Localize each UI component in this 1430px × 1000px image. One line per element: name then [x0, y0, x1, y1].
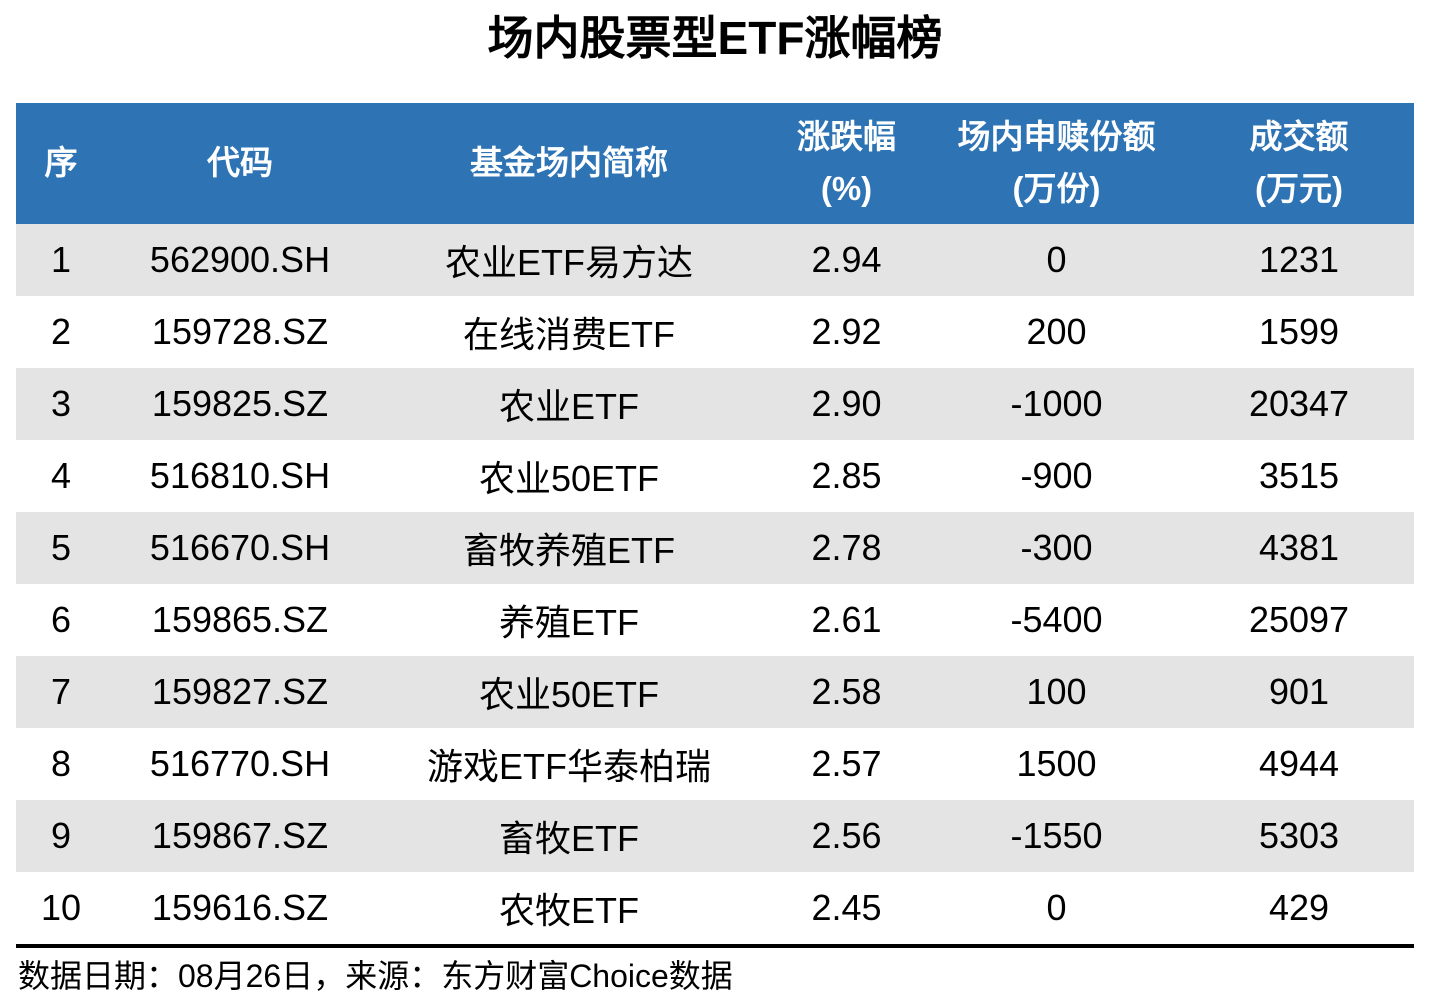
table-row: 3 159825.SZ 农业ETF 2.90 -1000 20347 — [16, 367, 1414, 440]
cell-turnover: 3515 — [1184, 439, 1414, 512]
cell-fund-name: 农业ETF易方达 — [374, 223, 764, 296]
cell-turnover: 1599 — [1184, 295, 1414, 368]
cell-rank: 5 — [16, 511, 106, 584]
cell-change-pct: 2.45 — [764, 871, 929, 946]
cell-turnover: 4381 — [1184, 511, 1414, 584]
table-row: 5 516670.SH 畜牧养殖ETF 2.78 -300 4381 — [16, 511, 1414, 584]
cell-rank: 8 — [16, 727, 106, 800]
cell-change-pct: 2.61 — [764, 583, 929, 656]
cell-change-pct: 2.58 — [764, 655, 929, 728]
cell-rank: 10 — [16, 871, 106, 946]
cell-rank: 3 — [16, 367, 106, 440]
cell-code: 159865.SZ — [106, 583, 374, 656]
cell-code: 562900.SH — [106, 223, 374, 296]
cell-turnover: 901 — [1184, 655, 1414, 728]
table-row: 10 159616.SZ 农牧ETF 2.45 0 429 — [16, 871, 1414, 946]
cell-code: 159867.SZ — [106, 799, 374, 872]
cell-code: 516770.SH — [106, 727, 374, 800]
data-source-note: 数据日期：08月26日，来源：东方财富Choice数据 — [18, 957, 733, 994]
cell-fund-name: 畜牧ETF — [374, 799, 764, 872]
cell-rank: 4 — [16, 439, 106, 512]
cell-change-pct: 2.56 — [764, 799, 929, 872]
column-header-label: 代码 — [207, 144, 273, 182]
cell-fund-name: 农业ETF — [374, 367, 764, 440]
column-header-redeem-shares: 场内申赎份额 (万份) — [929, 102, 1184, 224]
cell-change-pct: 2.92 — [764, 295, 929, 368]
cell-rank: 6 — [16, 583, 106, 656]
column-header-unit: (万元) — [1255, 170, 1343, 208]
cell-redeem-shares: 100 — [929, 655, 1184, 728]
cell-redeem-shares: 0 — [929, 871, 1184, 946]
cell-fund-name: 农业50ETF — [374, 655, 764, 728]
column-header-change-pct: 涨跌幅 (%) — [764, 102, 929, 224]
column-header-label: 场内申赎份额 — [957, 118, 1156, 156]
cell-turnover: 429 — [1184, 871, 1414, 946]
column-header-label: 基金场内简称 — [470, 144, 668, 182]
cell-code: 159616.SZ — [106, 871, 374, 946]
cell-code: 159827.SZ — [106, 655, 374, 728]
cell-change-pct: 2.57 — [764, 727, 929, 800]
column-header-fund-name: 基金场内简称 — [374, 102, 764, 224]
column-header-turnover: 成交额 (万元) — [1184, 102, 1414, 224]
column-header-label: 涨跌幅 — [797, 118, 896, 156]
column-header-unit: (%) — [820, 170, 873, 208]
column-header-unit: (万份) — [1012, 170, 1101, 208]
column-header-label: 成交额 — [1249, 118, 1349, 156]
table-row: 2 159728.SZ 在线消费ETF 2.92 200 1599 — [16, 295, 1414, 368]
page-title: 场内股票型ETF涨幅榜 — [487, 12, 943, 64]
cell-rank: 2 — [16, 295, 106, 368]
cell-redeem-shares: -5400 — [929, 583, 1184, 656]
cell-code: 159825.SZ — [106, 367, 374, 440]
table-row: 6 159865.SZ 养殖ETF 2.61 -5400 25097 — [16, 583, 1414, 656]
cell-turnover: 25097 — [1184, 583, 1414, 656]
column-header-label: 序 — [44, 144, 78, 182]
table-row: 9 159867.SZ 畜牧ETF 2.56 -1550 5303 — [16, 799, 1414, 872]
cell-change-pct: 2.85 — [764, 439, 929, 512]
cell-change-pct: 2.94 — [764, 223, 929, 296]
cell-redeem-shares: 1500 — [929, 727, 1184, 800]
cell-fund-name: 在线消费ETF — [374, 295, 764, 368]
cell-fund-name: 游戏ETF华泰柏瑞 — [374, 727, 764, 800]
cell-rank: 7 — [16, 655, 106, 728]
column-header-rank: 序 — [16, 102, 106, 224]
cell-turnover: 5303 — [1184, 799, 1414, 872]
cell-fund-name: 畜牧养殖ETF — [374, 511, 764, 584]
table-header-row: 序 代码 基金场内简称 涨跌幅 (%) 场内申赎份额 (万份) 成交额 (万元) — [16, 102, 1414, 224]
table-body: 1 562900.SH 农业ETF易方达 2.94 0 1231 2 159728.SZ 在线消… — [16, 223, 1414, 946]
cell-change-pct: 2.90 — [764, 367, 929, 440]
cell-turnover: 4944 — [1184, 727, 1414, 800]
cell-change-pct: 2.78 — [764, 511, 929, 584]
cell-rank: 1 — [16, 223, 106, 296]
cell-redeem-shares: -1550 — [929, 799, 1184, 872]
cell-rank: 9 — [16, 799, 106, 872]
etf-gainers-table: 序代码 基金场内简称 涨跌幅 (%) 场内申赎份额 (万份) 成交额 (万元) 1 562900… — [16, 102, 1414, 948]
column-header-code: 代码 — [106, 102, 374, 224]
cell-turnover: 1231 — [1184, 223, 1414, 296]
table-row: 7 159827.SZ 农业50ETF 2.58 100 901 — [16, 655, 1414, 728]
cell-code: 159728.SZ — [106, 295, 374, 368]
cell-fund-name: 养殖ETF — [374, 583, 764, 656]
table-row: 8 516770.SH 游戏ETF华泰柏瑞 2.57 1500 4944 — [16, 727, 1414, 800]
cell-fund-name: 农牧ETF — [374, 871, 764, 946]
cell-turnover: 20347 — [1184, 367, 1414, 440]
cell-redeem-shares: -900 — [929, 439, 1184, 512]
cell-redeem-shares: 0 — [929, 223, 1184, 296]
cell-fund-name: 农业50ETF — [374, 439, 764, 512]
cell-redeem-shares: -1000 — [929, 367, 1184, 440]
table-row: 1 562900.SH 农业ETF易方达 2.94 0 1231 — [16, 223, 1414, 296]
cell-redeem-shares: 200 — [929, 295, 1184, 368]
cell-redeem-shares: -300 — [929, 511, 1184, 584]
cell-code: 516810.SH — [106, 439, 374, 512]
table-row: 4 516810.SH 农业50ETF 2.85 -900 3515 — [16, 439, 1414, 512]
table-header-row: 序 代码 基金场内简称 涨跌幅 (%) 场内申赎份额 (万份) 成交额 (万元) — [16, 102, 1414, 224]
cell-code: 516670.SH — [106, 511, 374, 584]
